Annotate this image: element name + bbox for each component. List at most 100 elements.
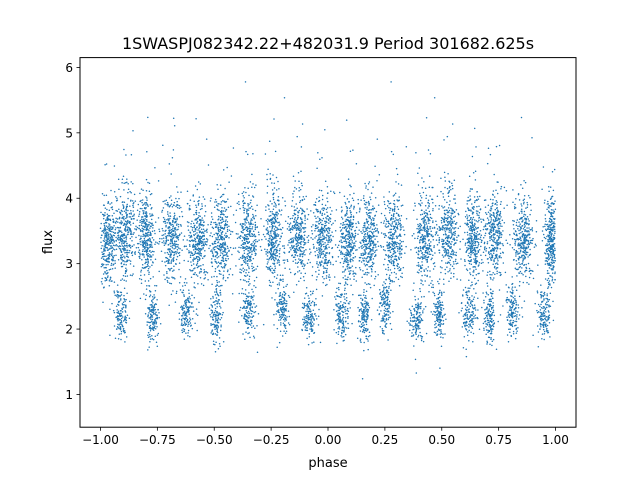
data-point [269, 177, 272, 180]
data-point [340, 253, 342, 255]
data-point [126, 181, 128, 183]
data-point [447, 216, 449, 219]
data-point [100, 241, 102, 244]
data-point [477, 243, 480, 245]
data-point [426, 270, 429, 272]
data-point [315, 288, 318, 291]
data-point [172, 117, 175, 120]
data-point [396, 173, 399, 176]
data-point [214, 258, 216, 261]
data-point [325, 228, 328, 230]
data-point [282, 259, 285, 262]
data-point [374, 271, 377, 273]
data-point [167, 239, 170, 242]
data-point [180, 206, 182, 209]
data-point [450, 207, 452, 210]
data-point [121, 265, 124, 268]
data-point [170, 199, 173, 202]
data-point [293, 237, 295, 239]
data-point [361, 247, 363, 250]
data-point [145, 218, 148, 221]
data-point [189, 268, 191, 271]
data-point [135, 228, 138, 231]
data-point [219, 196, 222, 198]
data-point [370, 230, 372, 233]
data-point [224, 220, 227, 222]
data-point [389, 209, 391, 212]
data-point [372, 250, 374, 252]
data-point [444, 268, 446, 271]
data-point [144, 258, 147, 261]
data-point [211, 251, 213, 253]
data-point [366, 220, 368, 223]
data-point [192, 231, 195, 233]
data-point [142, 235, 144, 238]
data-point [300, 235, 302, 238]
data-point [454, 234, 456, 236]
data-point [158, 228, 160, 230]
data-point [474, 247, 476, 249]
data-point [369, 242, 372, 245]
data-point [374, 254, 377, 256]
data-point [142, 218, 145, 221]
data-point [299, 207, 302, 210]
data-point [304, 223, 306, 225]
data-point [426, 258, 428, 261]
data-point [369, 226, 372, 228]
data-point [121, 247, 124, 250]
data-point [133, 215, 135, 217]
data-point [248, 194, 250, 197]
data-point [383, 196, 385, 198]
data-point [175, 243, 178, 246]
data-point [275, 252, 277, 254]
data-point [161, 227, 164, 230]
data-point [323, 213, 326, 215]
data-point [393, 244, 396, 246]
data-point [353, 247, 355, 249]
data-point [164, 261, 166, 263]
data-point [360, 294, 362, 296]
data-point [366, 273, 368, 276]
data-point [219, 229, 222, 232]
data-point [476, 253, 478, 255]
data-point [370, 256, 372, 259]
data-point [220, 266, 223, 268]
data-point [324, 204, 327, 207]
data-point [194, 224, 196, 227]
data-point [166, 277, 168, 279]
data-point [475, 246, 478, 249]
data-point [433, 262, 436, 264]
data-point [301, 255, 304, 258]
data-point [347, 254, 349, 256]
data-point [161, 211, 163, 213]
data-point [199, 237, 202, 240]
data-point [423, 237, 425, 239]
data-point [279, 223, 281, 225]
data-point [397, 213, 400, 216]
data-point [255, 286, 257, 289]
data-point [400, 253, 403, 255]
data-point [222, 245, 224, 248]
data-point [466, 214, 468, 216]
data-point [318, 233, 321, 236]
data-point [428, 175, 431, 177]
data-point [104, 246, 107, 249]
data-point [196, 226, 198, 228]
data-point [358, 266, 361, 269]
data-point [330, 224, 333, 226]
data-point [209, 234, 211, 237]
data-point [265, 209, 267, 212]
data-point [315, 235, 317, 237]
data-point [107, 219, 109, 221]
data-point [193, 253, 196, 256]
data-point [198, 242, 201, 245]
data-point [376, 249, 378, 251]
data-point [142, 189, 144, 191]
data-point [395, 255, 398, 257]
data-point [242, 259, 245, 262]
data-point [105, 219, 107, 221]
data-point [125, 264, 127, 266]
data-point [275, 211, 277, 213]
data-point [443, 291, 445, 293]
data-point [373, 255, 376, 258]
